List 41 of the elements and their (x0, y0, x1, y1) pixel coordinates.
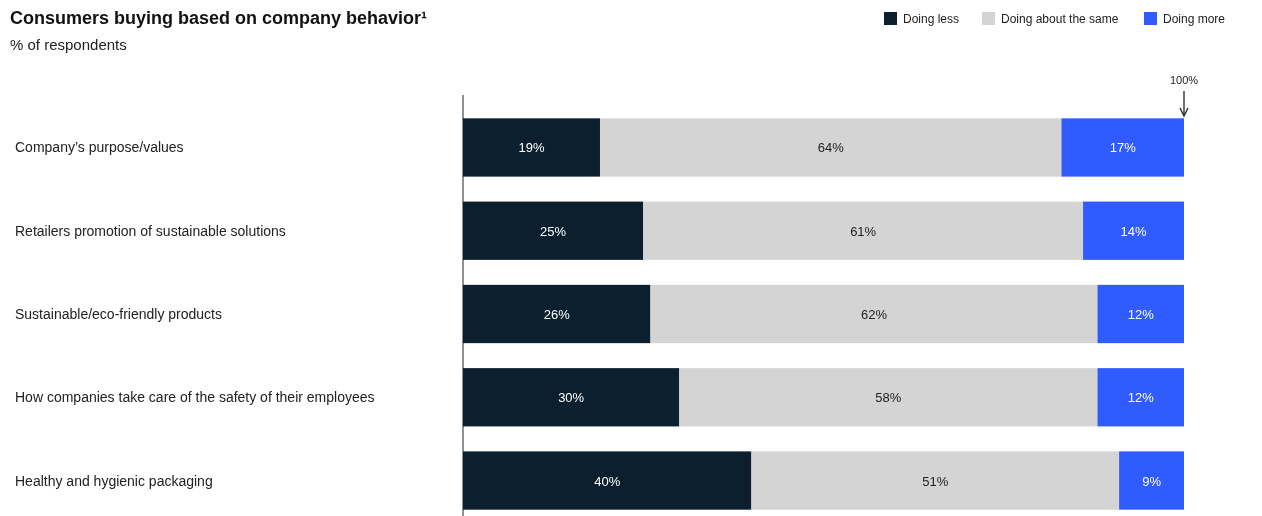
data-label: 25% (540, 223, 567, 239)
text: Consumers buying based on company behavior¹ (10, 8, 428, 28)
bar (599, 118, 1062, 177)
bar (463, 118, 600, 177)
bar (1097, 368, 1184, 427)
data-label: 64% (817, 140, 845, 156)
data-label: 12% (1127, 390, 1155, 406)
y-tick-label: Retailers promotion of sustainable solutions (15, 222, 286, 239)
bar (463, 284, 651, 344)
annotation: 100% (1169, 74, 1199, 86)
data-label: 40% (594, 473, 621, 489)
data-label: 14% (1120, 223, 1147, 239)
data-label: 17% (1109, 140, 1137, 156)
bar (463, 368, 680, 427)
bar (463, 451, 752, 510)
bar (463, 201, 644, 260)
data-label: 58% (875, 390, 902, 406)
data-label: 19% (518, 140, 545, 156)
bar (679, 368, 1098, 427)
bar (751, 451, 1120, 510)
data-label: 9% (1142, 473, 1162, 489)
legend-label: Doing about the same (1001, 12, 1119, 26)
bar (1061, 118, 1184, 177)
bar (643, 201, 1084, 260)
y-tick-label: Company’s purpose/values (15, 139, 184, 156)
y-tick-label: Sustainable/eco-friendly products (15, 306, 223, 322)
data-label: 61% (850, 223, 877, 239)
data-label: 30% (558, 390, 585, 406)
y-tick-label: Healthy and hygienic packaging (15, 472, 213, 489)
data-label: 12% (1127, 307, 1155, 322)
bar (1097, 284, 1184, 344)
text: % of respondents (10, 36, 127, 53)
legend-label: Doing less (903, 12, 960, 26)
data-label: 26% (543, 307, 571, 322)
y-tick-label: How companies take care of the safety of their employees (15, 389, 375, 406)
data-label: 62% (860, 307, 888, 322)
bar (1083, 201, 1184, 260)
bar (1119, 451, 1184, 510)
legend-label: Doing more (1163, 12, 1226, 26)
data-label: 51% (922, 473, 949, 489)
bar (650, 284, 1098, 344)
